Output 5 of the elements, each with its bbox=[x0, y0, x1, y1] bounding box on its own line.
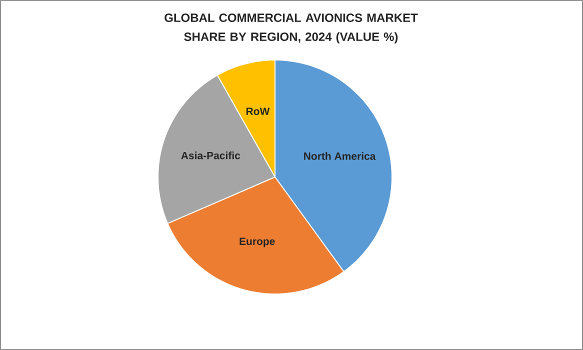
slice-label: RoW bbox=[246, 108, 270, 116]
slice-label: North America bbox=[304, 152, 376, 160]
slice-label: Asia-Pacific bbox=[181, 152, 240, 160]
chart-title: GLOBAL COMMERCIAL AVIONICS MARKET SHARE BY REGION, 2024 (VALUE %) bbox=[164, 14, 418, 44]
slice-label: Europe bbox=[240, 238, 275, 248]
